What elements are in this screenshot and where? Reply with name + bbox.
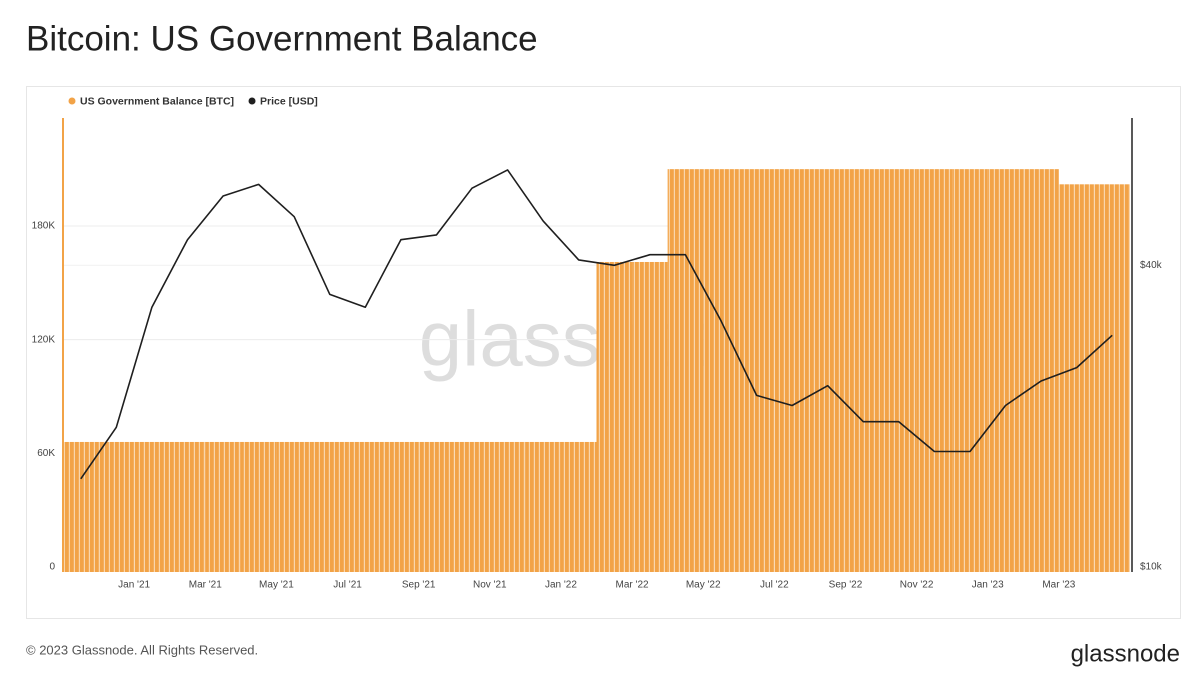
bar — [881, 169, 917, 572]
bar — [809, 169, 846, 572]
y-tick-label: 0 — [49, 562, 55, 573]
bar — [987, 169, 1024, 572]
price-line — [80, 169, 1113, 480]
x-tick-label: May '22 — [686, 580, 721, 591]
x-tick-label: Sep '21 — [402, 580, 436, 591]
legend-label: Price [USD] — [260, 95, 318, 107]
bar — [952, 169, 988, 572]
y-tick-label: 120K — [32, 334, 56, 345]
bar — [134, 441, 170, 572]
bar — [169, 441, 206, 572]
legend-marker — [68, 97, 76, 105]
x-tick-label: Jan '21 — [118, 580, 150, 591]
bar — [632, 261, 668, 572]
legend: US Government Balance [BTC] Price [USD] — [68, 95, 318, 107]
bar — [667, 169, 704, 572]
bar — [311, 441, 348, 572]
x-tick-label: Mar '22 — [616, 580, 649, 591]
y2-tick-label: $40k — [1140, 260, 1163, 271]
legend-marker — [248, 97, 256, 105]
y-tick-label: 60K — [37, 448, 55, 459]
x-tick-label: Nov '22 — [900, 580, 934, 591]
bar — [347, 441, 384, 572]
bar — [774, 169, 810, 572]
x-tick-label: Mar '21 — [189, 580, 222, 591]
bar — [1023, 169, 1059, 572]
x-tick-label: Jul '22 — [760, 580, 789, 591]
bar — [63, 441, 99, 572]
bar — [703, 169, 739, 572]
x-tick-label: Sep '22 — [829, 580, 863, 591]
bar — [916, 169, 953, 572]
bar — [98, 441, 135, 572]
bar — [560, 441, 597, 572]
bar — [1094, 184, 1130, 572]
bar — [845, 169, 882, 572]
bar — [418, 441, 455, 572]
x-tick-label: Jan '23 — [972, 580, 1004, 591]
bar — [205, 441, 241, 572]
y2-tick-label: $10k — [1140, 562, 1163, 573]
x-tick-label: Nov '21 — [473, 580, 507, 591]
y-tick-label: 180K — [32, 221, 56, 232]
x-tick-label: Mar '23 — [1042, 580, 1075, 591]
chart-title: Bitcoin: US Government Balance — [26, 19, 538, 58]
x-tick-label: Jan '22 — [545, 580, 577, 591]
bar — [383, 441, 419, 572]
footer: © 2023 Glassnode. All Rights Reserved. — [26, 642, 258, 657]
bar — [1058, 184, 1095, 572]
bar — [525, 441, 561, 572]
bar — [240, 441, 277, 572]
logo: glassnode — [1071, 640, 1180, 667]
legend-label: US Government Balance [BTC] — [80, 95, 234, 107]
bar — [596, 261, 633, 572]
chart-frame — [26, 86, 1181, 619]
bar — [489, 441, 526, 572]
x-tick-label: May '21 — [259, 580, 294, 591]
bar — [454, 441, 490, 572]
bar — [276, 441, 312, 572]
x-tick-label: Jul '21 — [333, 580, 362, 591]
